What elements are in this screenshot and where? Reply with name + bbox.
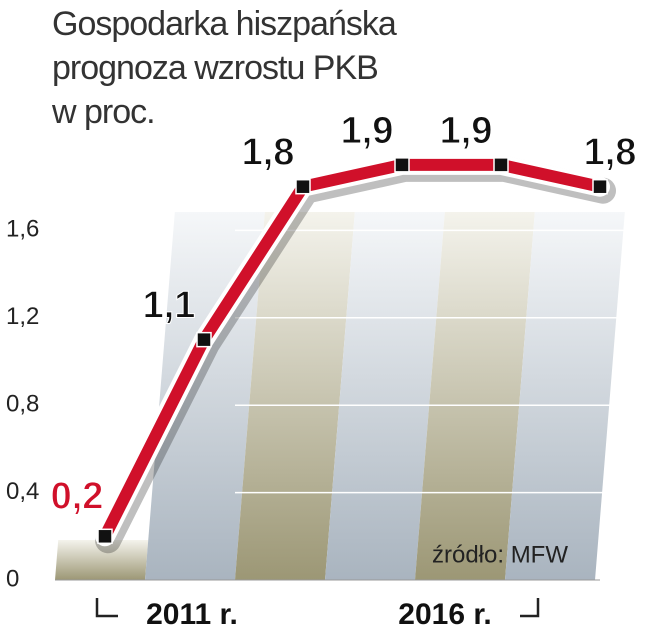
marker (97, 528, 113, 545)
marker (493, 157, 509, 173)
band (235, 212, 355, 580)
marker (592, 178, 608, 195)
value-label: 1,8 (584, 132, 637, 174)
band (55, 540, 149, 580)
title-line: prognoza wzrostu PKB (52, 49, 378, 87)
y-tick-label: 0,8 (6, 391, 39, 418)
source-note: źródło: MFW (432, 541, 568, 568)
x-tick-label: 2011 r. (146, 598, 238, 631)
value-label: 1,9 (440, 110, 493, 152)
y-tick-label: 1,6 (6, 216, 39, 243)
y-tick-label: 0,4 (6, 478, 39, 505)
grid (55, 229, 640, 581)
background-bands (55, 212, 625, 580)
band (325, 212, 445, 580)
value-label: 1,1 (143, 285, 196, 327)
value-label: 1,9 (341, 110, 394, 152)
title-line: Gospodarka hiszpańska (52, 5, 397, 43)
marker (196, 331, 212, 348)
value-label: 1,8 (242, 132, 295, 174)
y-tick-label: 1,2 (6, 303, 39, 330)
y-tick-label: 0 (6, 565, 19, 592)
band (505, 212, 625, 580)
value-label: 0,2 (51, 475, 104, 517)
bracket (520, 598, 540, 618)
chart-title: Gospodarka hiszpańska prognoza wzrostu PK… (51, 5, 397, 131)
title-line: w proc. (51, 93, 155, 131)
x-tick-label: 2016 r. (398, 598, 491, 631)
marker (394, 157, 410, 173)
marker (295, 178, 311, 195)
line (99, 158, 606, 543)
band (415, 212, 535, 580)
bracket (95, 598, 118, 618)
